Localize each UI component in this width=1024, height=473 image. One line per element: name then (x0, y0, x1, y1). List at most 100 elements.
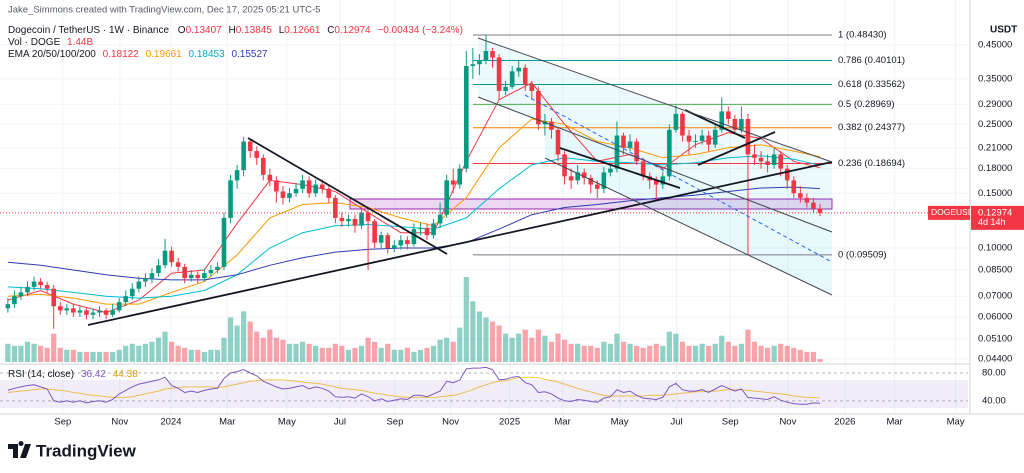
candle-body (44, 285, 50, 289)
volume-bar (391, 349, 397, 362)
candle-body (287, 193, 292, 198)
volume-bar (155, 337, 162, 362)
x-tick-label: Sep (386, 417, 403, 428)
volume-bar (607, 343, 614, 362)
ema-value: 0.19661 (146, 49, 183, 60)
y-tick-label: 0.18000 (978, 163, 1012, 174)
volume-bar (273, 337, 279, 362)
fib-label: 0.5 (0.28969) (838, 99, 895, 110)
volume-bar (758, 345, 764, 362)
candle-body (653, 180, 659, 185)
candle-body (306, 180, 312, 194)
channel-lines (477, 37, 833, 296)
candle-body (562, 154, 567, 177)
x-tick-label: Sep (722, 417, 739, 428)
candle-body (614, 135, 620, 169)
fib-label: 0.786 (0.40101) (838, 55, 905, 66)
candle-body (595, 184, 600, 189)
channel-fill (478, 38, 832, 232)
candle-body (293, 188, 299, 194)
volume-bar (241, 311, 247, 362)
volume-bar (378, 347, 384, 362)
candle-body (601, 172, 607, 189)
volume-bar (719, 335, 725, 362)
candle-body (319, 184, 325, 189)
candle-body (752, 154, 757, 158)
symbol-line: Dogecoin / TetherUS · 1W · Binance O0.13… (8, 25, 463, 36)
volume-bar (797, 349, 803, 362)
candle-body (326, 188, 332, 198)
candle-body (621, 135, 626, 148)
y-tick-label: 0.08500 (978, 264, 1012, 275)
candle-body (555, 129, 561, 155)
candle-body (549, 121, 554, 130)
channel-line (544, 157, 833, 296)
candle-body (18, 292, 24, 297)
volume-bar (817, 359, 823, 362)
candle-body (405, 240, 410, 245)
candle-body (529, 84, 535, 91)
y-tick-label: 0.25000 (978, 119, 1012, 130)
y-tick-label: 0.10000 (978, 243, 1012, 254)
rsi-tick-label: 40.00 (982, 395, 1006, 406)
price-tag-value: 0.12974 (978, 207, 1012, 218)
candle-body (411, 229, 417, 245)
candle-body (739, 118, 744, 130)
rsi-line: RSI (14, close) 36.42 44.38 (8, 369, 138, 380)
volume-bar (83, 351, 90, 362)
trendline (684, 109, 746, 139)
fib-label: 0.236 (0.18694) (838, 158, 905, 169)
candle-body (346, 218, 351, 222)
ohlc-value: 0.13407 (186, 25, 223, 36)
y-tick-label: 0.07000 (978, 291, 1012, 302)
volume-bar (339, 345, 345, 362)
candle-body (215, 266, 220, 270)
volume-bar (581, 345, 587, 362)
volume-bar (306, 343, 312, 362)
volume-bar (476, 311, 483, 362)
candle-body (667, 129, 672, 177)
volume-bar (267, 329, 273, 362)
volume-bar (299, 341, 306, 362)
volume-bar (424, 347, 430, 362)
candle-body (778, 154, 783, 169)
volume-bar (692, 345, 699, 362)
candle-body (732, 118, 738, 130)
volume-bar (810, 351, 817, 362)
ohlc-letter: H (229, 25, 236, 36)
candle-body (182, 266, 187, 279)
volume-bar (247, 321, 253, 362)
candle-body (136, 281, 142, 289)
candle-body (188, 274, 194, 279)
panes (0, 0, 968, 414)
volume-bar (313, 345, 319, 362)
volume-bar (778, 343, 784, 362)
candle-body (483, 51, 489, 61)
candle-body (149, 273, 155, 279)
volume-bar (738, 343, 744, 362)
candle-body (378, 235, 384, 243)
candle-body (719, 111, 725, 130)
volume-line: Vol · DOGE 1.44B (8, 37, 93, 48)
volume-bar (686, 345, 692, 362)
candle-body (97, 310, 102, 313)
volume-bar (673, 333, 679, 362)
symbol-tag-label: DOGEUSDT (931, 207, 979, 217)
volume-bar (142, 343, 148, 362)
volume-bar (503, 333, 509, 362)
trendline (559, 147, 681, 189)
candle-body (391, 245, 397, 249)
candle-body (352, 218, 358, 226)
volume-bar (666, 331, 672, 362)
fib-label: 0 (0.09509) (838, 249, 887, 260)
candle-body (84, 310, 89, 315)
candle-body (247, 141, 253, 152)
volume-bar (489, 321, 496, 362)
volume-bar (175, 345, 181, 362)
candle-body (300, 180, 305, 189)
volume-bar (463, 277, 469, 362)
candle-body (811, 202, 816, 209)
candle-body (496, 57, 502, 91)
volume-bar (358, 345, 365, 362)
volume-bar (470, 301, 476, 362)
